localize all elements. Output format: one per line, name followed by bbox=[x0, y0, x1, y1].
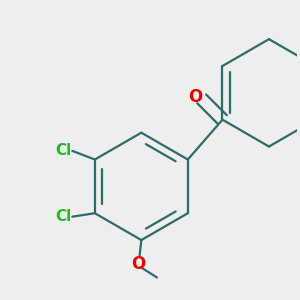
Text: Cl: Cl bbox=[56, 143, 72, 158]
Text: O: O bbox=[131, 255, 145, 273]
Text: Cl: Cl bbox=[56, 209, 72, 224]
Text: O: O bbox=[188, 88, 203, 106]
